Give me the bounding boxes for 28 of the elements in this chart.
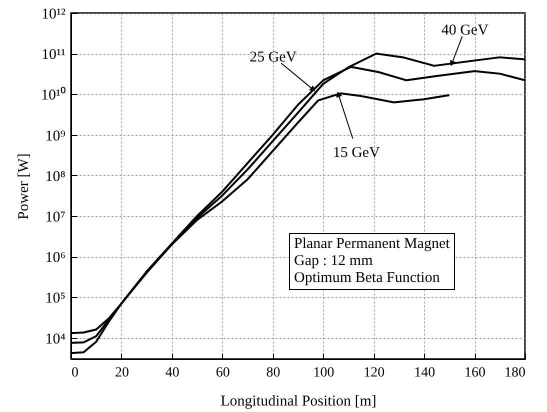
x-tick-label: 140 [414, 366, 436, 380]
y-tick-label: 10¹¹ [42, 47, 66, 64]
x-tick-label: 0 [72, 366, 78, 380]
x-tick-label: 180 [504, 366, 526, 380]
x-tick-label: 120 [364, 366, 385, 380]
y-tick-label: 10¹² [42, 6, 66, 22]
y-tick-label: 10⁵ [45, 290, 66, 307]
y-tick-label: 10⁸ [45, 168, 66, 185]
x-tick-label: 40 [165, 366, 180, 380]
y-tick-label: 10⁴ [45, 331, 66, 348]
annotation: 40 GeV [441, 22, 489, 39]
x-tick-label: 100 [313, 366, 334, 380]
annotation: 15 GeV [332, 145, 380, 162]
annotation: 25 GeV [250, 50, 297, 66]
x-tick-label: 20 [114, 366, 129, 380]
x-tick-label: 60 [216, 366, 230, 380]
y-tick-label: 10⁶ [45, 250, 66, 266]
x-tick-label: 160 [464, 366, 486, 380]
annotation: Planar Permanent Magnet [294, 236, 450, 253]
annotation: Optimum Beta Function [294, 270, 441, 287]
y-tick-label: 10⁷ [45, 209, 66, 226]
annotation: Gap : 12 mm [294, 253, 374, 270]
text-frame: Planar Permanent Magnet Gap : 12 mm Optimum Beta Function [289, 233, 455, 290]
x-axis-title: Longitudinal Position [m] [220, 394, 376, 410]
y-axis-title: Power [W] [16, 153, 32, 220]
y-tick-label: 10¹⁰ [41, 86, 66, 104]
y-tick-label: 10⁹ [45, 128, 66, 144]
x-tick-label: 80 [266, 366, 280, 380]
